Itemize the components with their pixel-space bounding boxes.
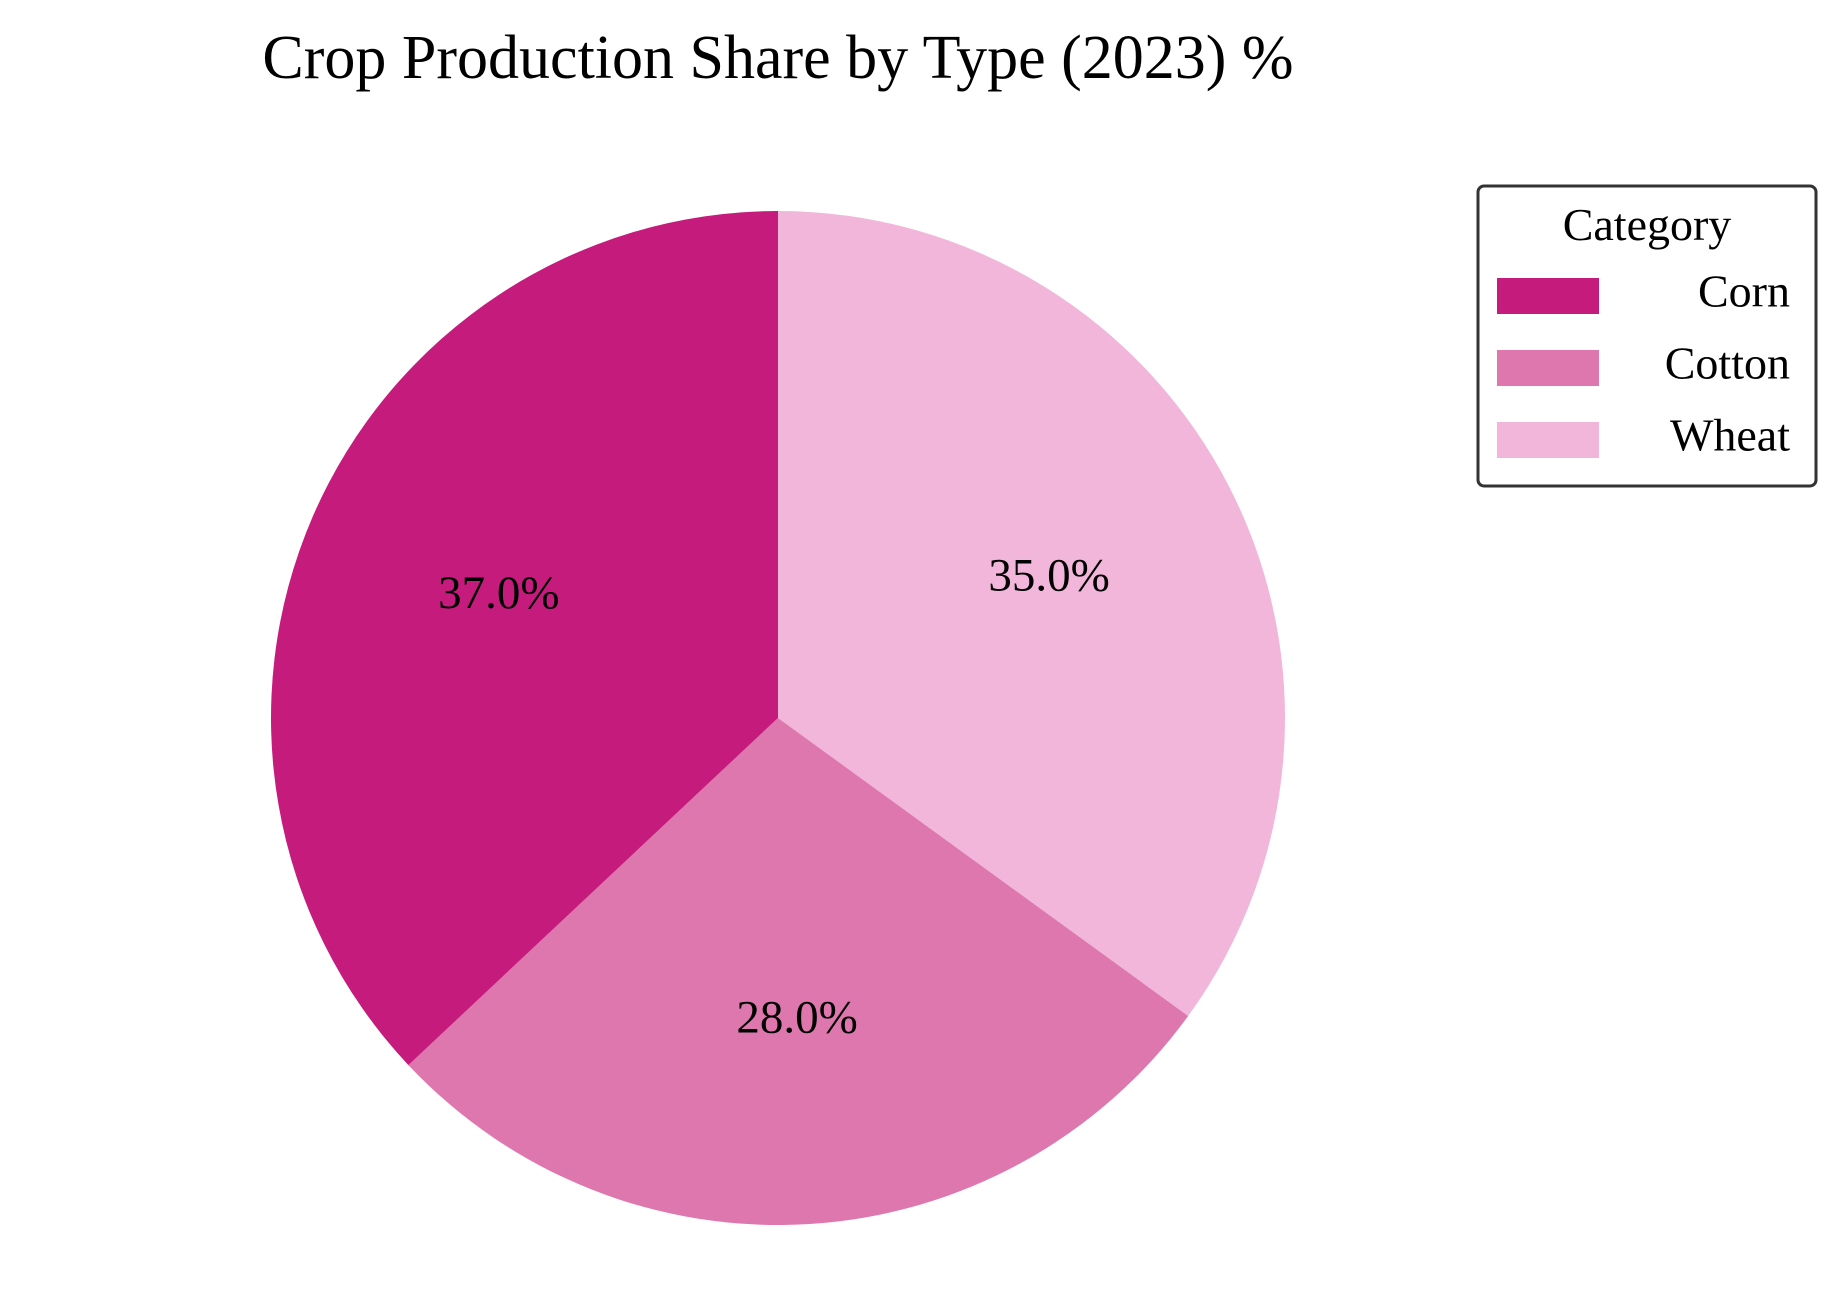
pie-slice-cotton <box>408 718 1189 1226</box>
pie-slice-labels: 35.0% 28.0% 37.0% <box>438 550 1110 1044</box>
legend-frame <box>1476 184 1818 488</box>
legend-title: Category <box>1563 199 1732 250</box>
legend-label-corn: Corn <box>1698 266 1790 317</box>
slice-label-wheat: 35.0% <box>988 550 1109 602</box>
legend-swatch-corn <box>1497 278 1599 314</box>
legend-swatch-cotton <box>1497 350 1599 386</box>
pie-slice-wheat <box>778 211 1285 1017</box>
slice-label-cotton: 28.0% <box>736 991 857 1043</box>
legend-label-cotton: Cotton <box>1665 338 1790 389</box>
legend-entries: Corn Cotton Wheat <box>1497 266 1790 461</box>
pie-slice-corn <box>270 211 778 1066</box>
legend: Category Corn Cotton Wheat <box>1476 184 1818 488</box>
slice-label-corn: 37.0% <box>438 567 559 619</box>
legend-label-wheat: Wheat <box>1670 410 1790 461</box>
pie-slices <box>270 211 1285 1226</box>
legend-swatch-wheat <box>1497 422 1599 458</box>
chart-title: Crop Production Share by Type (2023) % <box>262 24 1293 92</box>
